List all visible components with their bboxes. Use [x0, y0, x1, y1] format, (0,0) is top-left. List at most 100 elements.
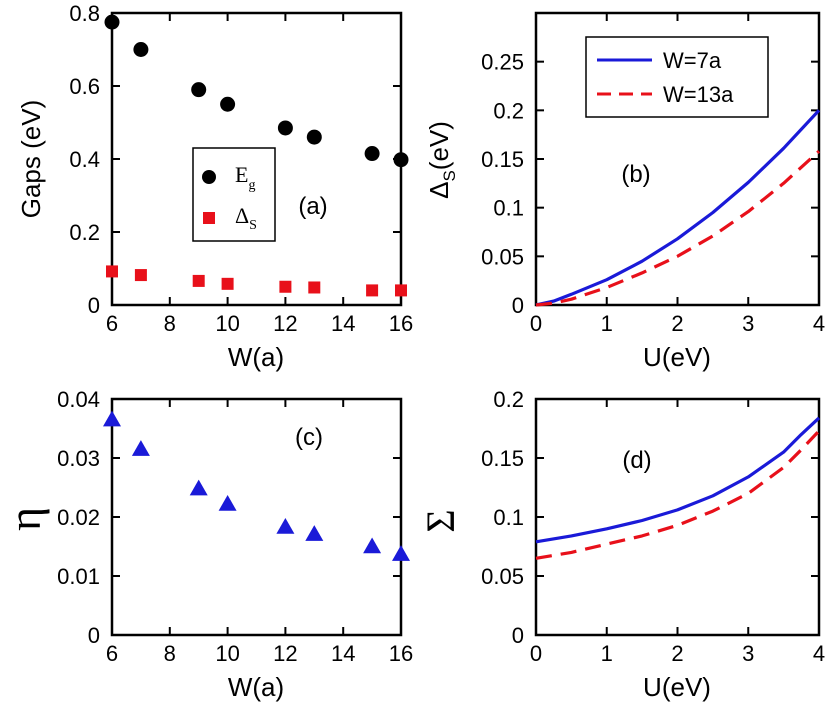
panel-d-x-tick-label: 2: [671, 641, 683, 666]
panel-b-marks: [535, 109, 821, 307]
panel-c-marks: [103, 410, 410, 561]
panel-a-delta-s-point: [134, 269, 147, 282]
panel-c-x-tick-label: 16: [389, 641, 413, 666]
panel-a-legend: Eg ΔS: [192, 147, 276, 242]
panel-d-frame: [534, 397, 821, 637]
legend-delta-s-marker: [203, 212, 215, 224]
panel-a-y-axis-label: Gaps (eV): [16, 100, 46, 219]
panel-a-delta-s-point: [221, 277, 234, 290]
panel-a-e-g-point: [306, 129, 322, 145]
panel-b-y-tick-label: 0.15: [481, 147, 524, 172]
panel-a-legend-box: [192, 147, 276, 242]
panel-a-e-g-point: [220, 96, 236, 112]
panel-d-x-tick-label: 4: [813, 641, 825, 666]
panel-b-w-13a-line: [535, 150, 821, 307]
panel-c-eta-point: [363, 537, 382, 554]
panel-c-y-ticks: 0 0.01 0.02 0.03 0.04: [57, 387, 401, 648]
panel-b-y-ticks: 0 0.05 0.1 0.15 0.2 0.25: [481, 50, 819, 318]
panel-c-y-axis-label: η: [0, 507, 50, 531]
panel-c-eta-point: [131, 440, 150, 456]
panel-c-tag: (c): [295, 424, 323, 451]
panel-c-eta-point: [392, 545, 410, 561]
panel-c-eta-point: [218, 495, 237, 511]
panel-a-delta-s-point: [192, 274, 205, 287]
panel-d-y-tick-label: 0.1: [493, 505, 524, 530]
panel-d: 0 1 2 3 4 0 0.05 0.1 0.15 0.2 U(eV) Σ (d): [418, 387, 825, 702]
panel-d-tag: (d): [622, 447, 651, 474]
panel-b-x-axis-label: U(eV): [643, 342, 711, 372]
panel-b-x-tick-label: 3: [742, 311, 754, 336]
panel-a-delta-s-point: [395, 284, 407, 297]
legend-eg-label: Eg: [235, 162, 255, 193]
panel-d-w-7a-line: [535, 416, 821, 544]
panel-a-x-tick-label: 14: [331, 311, 355, 336]
panel-c-y-tick-label: 0.01: [57, 564, 100, 589]
panel-a-y-tick-label: 0.4: [69, 147, 100, 172]
panel-d-w-13a-line: [535, 429, 821, 560]
panel-b-x-tick-label: 2: [671, 311, 683, 336]
panel-d-y-tick-label: 0.05: [481, 564, 524, 589]
panel-a-e-g-point: [364, 146, 380, 162]
panel-b-legend-box: [585, 36, 769, 118]
panel-a-y-tick-label: 0.2: [69, 220, 100, 245]
panel-a-x-axis-label: W(a): [228, 342, 284, 372]
panel-b-y-axis-label: ΔS(eV): [424, 121, 459, 199]
panel-b-x-tick-label: 1: [601, 311, 613, 336]
panel-d-y-ticks: 0 0.05 0.1 0.15 0.2: [481, 387, 819, 648]
panel-d-x-tick-label: 3: [742, 641, 754, 666]
panel-a-x-tick-label: 12: [273, 311, 297, 336]
panel-d-y-tick-label: 0.2: [493, 387, 524, 412]
panel-a-x-tick-label: 10: [215, 311, 239, 336]
panel-d-y-tick-label: 0: [512, 623, 524, 648]
panel-a-e-g-point: [191, 82, 207, 98]
panel-b-legend: W=7a W=13a: [585, 36, 769, 118]
panel-c-x-tick-label: 14: [331, 641, 355, 666]
panel-b: 0 1 2 3 4 0 0.05 0.1 0.15 0.2 0.25 U(eV) ΔS(eV) (…: [424, 11, 825, 372]
panel-a-delta-s-point: [308, 281, 321, 294]
panel-d-x-tick-label: 0: [530, 641, 542, 666]
panel-a-delta-s-point: [366, 284, 379, 297]
panel-a-tag: (a): [298, 193, 327, 220]
panel-d-y-tick-label: 0.15: [481, 446, 524, 471]
panel-d-marks: [535, 416, 821, 560]
panel-c-x-axis-label: W(a): [228, 672, 284, 702]
panel-a-x-tick-label: 6: [106, 311, 118, 336]
panel-c-x-tick-label: 8: [164, 641, 176, 666]
panel-c-eta-point: [103, 410, 121, 427]
panel-a-e-g-point: [393, 152, 409, 168]
panel-a-marks: [104, 14, 409, 297]
panel-b-y-tick-label: 0: [512, 293, 524, 318]
panel-b-tag: (b): [621, 161, 650, 188]
panel-b-y-tick-label: 0.25: [481, 50, 524, 75]
panel-a-y-tick-label: 0: [88, 293, 100, 318]
panel-a-x-ticks: 6 8 10 12 14 16: [106, 13, 413, 336]
panel-a-x-tick-label: 16: [389, 311, 413, 336]
panel-b-x-ticks: 0 1 2 3 4: [530, 13, 825, 336]
panel-d-x-tick-label: 1: [601, 641, 613, 666]
panel-b-x-tick-label: 4: [813, 311, 825, 336]
panel-b-w-7a-line: [535, 109, 821, 307]
legend-eg-marker: [202, 170, 216, 184]
panel-c: 6 8 10 12 14 16 0 0.01 0.02 0.03 0.04 W(a) η (c): [0, 387, 413, 702]
panel-c-y-tick-label: 0.02: [57, 505, 100, 530]
panel-a-delta-s-point: [279, 280, 292, 293]
panel-c-eta-point: [189, 479, 208, 496]
panel-d-y-axis-label: Σ: [418, 509, 463, 532]
panel-c-x-tick-label: 12: [273, 641, 297, 666]
panel-c-y-tick-label: 0.03: [57, 446, 100, 471]
panel-a-x-tick-label: 8: [164, 311, 176, 336]
panel-a-e-g-point: [277, 120, 293, 136]
panel-b-y-tick-label: 0.1: [493, 196, 524, 221]
panel-c-frame: [110, 397, 403, 637]
panel-c-x-tick-label: 6: [106, 641, 118, 666]
panel-a: 6 8 10 12 14 16 00.20.40.60.8 W(a) Gaps (eV) …: [16, 1, 413, 372]
panel-c-x-ticks: 6 8 10 12 14 16: [106, 399, 413, 666]
legend-w7a-label: W=7a: [663, 48, 722, 73]
panel-a-delta-s-point: [106, 265, 118, 278]
panel-b-x-tick-label: 0: [530, 311, 542, 336]
panel-a-y-tick-label: 0.6: [69, 74, 100, 99]
panel-a-e-g-point: [104, 14, 120, 30]
panel-b-y-tick-label: 0.05: [481, 244, 524, 269]
panel-d-x-axis-label: U(eV): [643, 672, 711, 702]
